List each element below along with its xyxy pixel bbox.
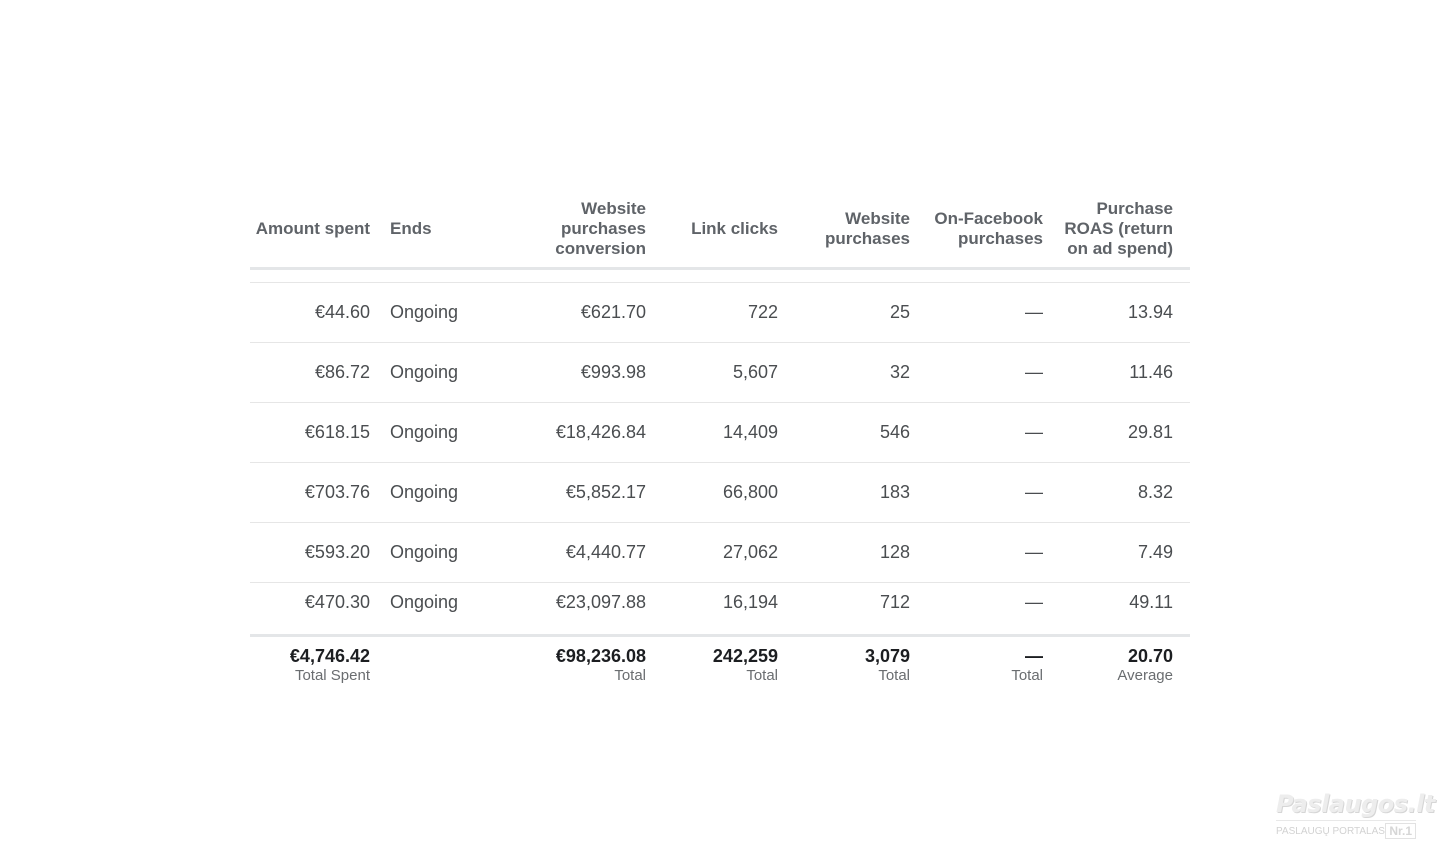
totals-row: €4,746.42 Total Spent €98,236.08 Total 2… <box>250 637 1190 685</box>
roas-cell: 11.46 <box>1129 362 1173 382</box>
total-label: Total <box>614 667 646 684</box>
header-line: purchases <box>957 228 1043 248</box>
header-line: ROAS (return <box>1064 218 1173 238</box>
header-line: Website <box>845 208 910 228</box>
watermark-title: Paslaugos.lt <box>1276 790 1435 818</box>
conversion-cell: €5,852.17 <box>565 482 646 502</box>
total-website-purchases: 3,079 Total <box>788 645 920 685</box>
link-clicks-cell: 16,194 <box>722 592 778 612</box>
header-line: Website <box>581 198 646 218</box>
total-ends-empty <box>380 645 520 685</box>
header-line: Purchase <box>1096 198 1173 218</box>
roas-cell: 7.49 <box>1137 542 1173 562</box>
total-on-facebook-purchases: — Total <box>920 645 1053 685</box>
link-clicks-cell: 14,409 <box>722 422 778 442</box>
total-conversion: €98,236.08 Total <box>520 645 656 685</box>
link-clicks-cell: 66,800 <box>722 482 778 502</box>
column-header-ends[interactable]: Ends <box>390 218 432 238</box>
amount-spent-cell: €593.20 <box>304 542 370 562</box>
website-purchases-cell: 32 <box>889 362 910 382</box>
total-value: 3,079 <box>864 646 910 666</box>
amount-spent-cell: €703.76 <box>304 482 370 502</box>
conversion-cell: €23,097.88 <box>555 592 646 612</box>
total-value: 242,259 <box>712 646 778 666</box>
ends-cell: Ongoing <box>390 302 459 322</box>
watermark-subtitle-row: PASLAUGŲ PORTALAS Nr.1 <box>1276 820 1416 839</box>
average-roas: 20.70 Average <box>1053 645 1190 685</box>
on-facebook-purchases-cell: — <box>1025 422 1043 442</box>
header-divider <box>250 270 1190 283</box>
conversion-cell: €621.70 <box>580 302 646 322</box>
roas-cell: 49.11 <box>1129 592 1173 612</box>
on-facebook-purchases-cell: — <box>1025 592 1043 612</box>
website-purchases-cell: 183 <box>879 482 910 502</box>
amount-spent-cell: €44.60 <box>314 302 370 322</box>
roas-cell: 29.81 <box>1127 422 1173 442</box>
on-facebook-purchases-cell: — <box>1025 302 1043 322</box>
table-header: Amount spent Ends Website purchases conv… <box>250 190 1190 270</box>
total-label: Total <box>878 667 910 684</box>
total-label: Total Spent <box>294 667 370 684</box>
table-row[interactable]: €618.15 Ongoing €18,426.84 14,409 546 — … <box>250 403 1190 463</box>
conversion-cell: €993.98 <box>580 362 646 382</box>
total-label: Average <box>1117 667 1173 684</box>
total-link-clicks: 242,259 Total <box>656 645 788 685</box>
total-label: Total <box>746 667 778 684</box>
header-line: purchases <box>824 228 910 248</box>
amount-spent-cell: €618.15 <box>304 422 370 442</box>
table-row[interactable]: €44.60 Ongoing €621.70 722 25 — 13.94 <box>250 283 1190 343</box>
amount-spent-cell: €86.72 <box>314 362 370 382</box>
table-row[interactable]: €703.76 Ongoing €5,852.17 66,800 183 — 8… <box>250 463 1190 523</box>
conversion-cell: €4,440.77 <box>565 542 646 562</box>
watermark-subtitle: PASLAUGŲ PORTALAS <box>1276 825 1385 837</box>
paslaugos-watermark-logo: Paslaugos.lt PASLAUGŲ PORTALAS Nr.1 <box>1276 790 1435 840</box>
link-clicks-cell: 722 <box>747 302 778 322</box>
header-line: conversion <box>555 238 646 258</box>
link-clicks-cell: 27,062 <box>722 542 778 562</box>
total-label: Total <box>1011 667 1043 684</box>
total-value: €4,746.42 <box>289 646 370 666</box>
watermark-badge: Nr.1 <box>1385 823 1416 839</box>
header-line: on ad spend) <box>1067 238 1173 258</box>
website-purchases-cell: 712 <box>879 592 910 612</box>
column-header-website-purchases-conversion[interactable]: Website purchases conversion <box>520 199 656 259</box>
ends-cell: Ongoing <box>390 362 459 382</box>
roas-cell: 8.32 <box>1137 482 1173 502</box>
on-facebook-purchases-cell: — <box>1025 362 1043 382</box>
column-header-website-purchases[interactable]: Website purchases <box>788 209 920 249</box>
header-line: purchases <box>560 218 646 238</box>
link-clicks-cell: 5,607 <box>732 362 778 382</box>
total-value: — <box>1025 646 1043 666</box>
roas-cell: 13.94 <box>1127 302 1173 322</box>
website-purchases-cell: 546 <box>879 422 910 442</box>
column-header-purchase-roas[interactable]: Purchase ROAS (return on ad spend) <box>1053 199 1190 259</box>
column-header-amount-spent[interactable]: Amount spent <box>255 218 370 238</box>
ends-cell: Ongoing <box>390 482 459 502</box>
ads-results-table: Amount spent Ends Website purchases conv… <box>250 190 1190 685</box>
table-row[interactable]: €86.72 Ongoing €993.98 5,607 32 — 11.46 <box>250 343 1190 403</box>
website-purchases-cell: 128 <box>879 542 910 562</box>
ends-cell: Ongoing <box>390 542 459 562</box>
on-facebook-purchases-cell: — <box>1025 542 1043 562</box>
header-line: On-Facebook <box>934 208 1043 228</box>
ends-cell: Ongoing <box>390 422 459 442</box>
table-row[interactable]: €593.20 Ongoing €4,440.77 27,062 128 — 7… <box>250 523 1190 583</box>
ends-cell: Ongoing <box>390 592 459 612</box>
website-purchases-cell: 25 <box>889 302 910 322</box>
column-header-on-facebook-purchases[interactable]: On-Facebook purchases <box>920 209 1053 249</box>
total-value: €98,236.08 <box>555 646 646 666</box>
total-value: 20.70 <box>1127 646 1173 666</box>
on-facebook-purchases-cell: — <box>1025 482 1043 502</box>
table-row[interactable]: €470.30 Ongoing €23,097.88 16,194 712 — … <box>250 583 1190 637</box>
total-amount-spent: €4,746.42 Total Spent <box>250 645 380 685</box>
amount-spent-cell: €470.30 <box>304 592 370 612</box>
conversion-cell: €18,426.84 <box>555 422 646 442</box>
column-header-link-clicks[interactable]: Link clicks <box>691 218 778 238</box>
